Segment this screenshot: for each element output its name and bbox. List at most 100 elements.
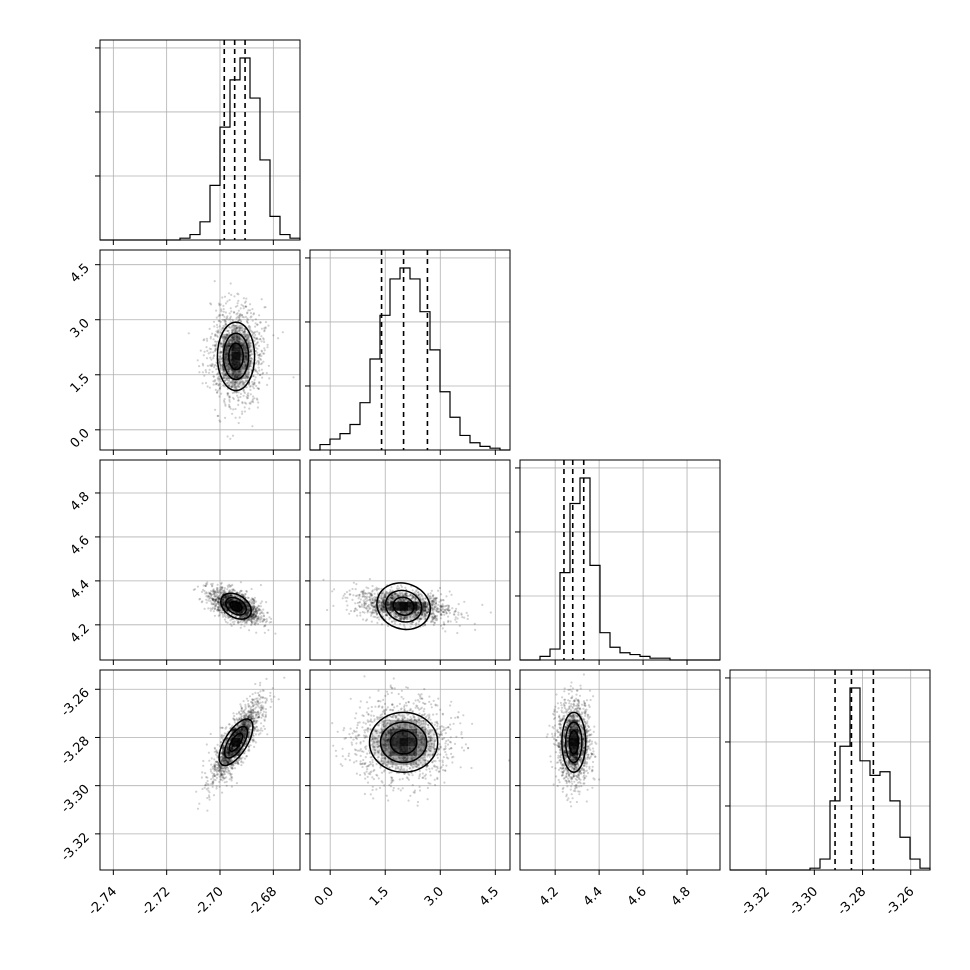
panel-frame bbox=[309, 249, 511, 451]
scatter-point bbox=[256, 323, 259, 326]
scatter-point bbox=[222, 366, 225, 369]
scatter-point bbox=[246, 341, 249, 345]
scatter-point bbox=[249, 343, 252, 346]
scatter-point bbox=[240, 314, 244, 317]
scatter-point bbox=[226, 584, 229, 587]
scatter-point bbox=[205, 595, 208, 598]
scatter-point bbox=[214, 333, 217, 337]
scatter-point bbox=[240, 329, 244, 332]
scatter-point bbox=[243, 377, 247, 380]
scatter-point bbox=[248, 346, 251, 349]
scatter-point bbox=[246, 376, 249, 379]
scatter-point bbox=[393, 622, 396, 625]
scatter-point bbox=[262, 725, 265, 728]
scatter-point bbox=[249, 359, 252, 362]
scatter-point bbox=[223, 618, 227, 621]
scatter-point bbox=[356, 594, 359, 597]
scatter-point bbox=[237, 299, 240, 302]
scatter-point bbox=[233, 382, 236, 385]
scatter-point bbox=[222, 399, 226, 402]
scatter-point bbox=[218, 780, 221, 784]
scatter-point bbox=[242, 345, 245, 348]
scatter-point bbox=[263, 347, 266, 350]
scatter-point bbox=[259, 711, 262, 714]
scatter-point bbox=[219, 351, 222, 355]
scatter-point bbox=[212, 344, 215, 347]
scatter-point bbox=[251, 425, 254, 428]
scatter-point bbox=[209, 768, 212, 771]
scatter-point bbox=[219, 383, 222, 386]
scatter-point bbox=[242, 347, 245, 350]
scatter-point bbox=[231, 330, 234, 334]
scatter-point bbox=[241, 345, 244, 348]
scatter-point bbox=[322, 578, 325, 581]
scatter-point bbox=[219, 387, 222, 390]
scatter-point bbox=[219, 356, 222, 359]
scatter-point bbox=[417, 591, 420, 594]
scatter-point bbox=[240, 326, 243, 330]
scatter-point bbox=[243, 333, 246, 336]
scatter-point bbox=[247, 318, 250, 321]
scatter-point bbox=[251, 335, 255, 338]
scatter-point bbox=[226, 333, 229, 336]
scatter-point bbox=[229, 407, 232, 410]
scatter-point bbox=[216, 331, 219, 334]
scatter-point bbox=[268, 377, 271, 380]
scatter-point bbox=[225, 349, 228, 352]
scatter-point bbox=[248, 407, 251, 410]
scatter-point bbox=[235, 327, 238, 330]
scatter-point bbox=[229, 307, 232, 310]
scatter-point bbox=[224, 323, 227, 326]
panel-frame bbox=[519, 459, 721, 661]
scatter-point bbox=[241, 327, 244, 330]
scatter-point bbox=[420, 593, 423, 596]
scatter-point bbox=[225, 345, 228, 348]
scatter-point bbox=[231, 621, 234, 624]
scatter-point bbox=[214, 344, 217, 347]
scatter-point bbox=[451, 607, 454, 610]
scatter-point bbox=[198, 365, 201, 368]
scatter-point bbox=[234, 330, 237, 333]
scatter-point bbox=[396, 585, 399, 588]
scatter-point bbox=[225, 348, 228, 351]
scatter-point bbox=[234, 386, 237, 389]
scatter-point bbox=[256, 351, 259, 354]
scatter-point bbox=[368, 598, 371, 601]
scatter-point bbox=[219, 740, 222, 744]
scatter-point bbox=[218, 313, 221, 316]
scatter-point bbox=[217, 319, 220, 323]
scatter-point bbox=[234, 387, 237, 390]
scatter-point bbox=[234, 416, 237, 419]
scatter-point bbox=[249, 362, 252, 365]
scatter-point bbox=[446, 604, 449, 607]
scatter-point bbox=[210, 603, 213, 606]
scatter-point bbox=[226, 588, 229, 591]
scatter-point bbox=[229, 318, 232, 321]
scatter-point bbox=[217, 614, 220, 618]
scatter-point bbox=[368, 578, 371, 581]
scatter-point bbox=[212, 320, 216, 323]
scatter-point bbox=[252, 401, 255, 404]
scatter-point bbox=[373, 592, 376, 595]
scatter-point bbox=[226, 376, 229, 379]
scatter-point bbox=[232, 311, 236, 314]
scatter-point bbox=[206, 809, 209, 812]
scatter-point bbox=[240, 378, 243, 381]
scatter-point bbox=[255, 631, 258, 634]
scatter-point bbox=[202, 588, 205, 592]
scatter-point bbox=[233, 767, 237, 770]
scatter-point bbox=[348, 612, 351, 615]
scatter-point bbox=[257, 615, 260, 618]
scatter-point bbox=[257, 362, 260, 365]
scatter-point bbox=[214, 334, 217, 338]
scatter-point bbox=[210, 358, 213, 361]
scatter-point bbox=[240, 760, 243, 763]
scatter-point bbox=[227, 292, 231, 295]
scatter-point bbox=[222, 337, 225, 340]
scatter-point bbox=[445, 595, 448, 598]
scatter-point bbox=[240, 384, 243, 387]
scatter-point bbox=[213, 344, 216, 347]
scatter-point bbox=[390, 586, 393, 589]
scatter-point bbox=[215, 348, 218, 351]
scatter-point bbox=[431, 594, 434, 597]
